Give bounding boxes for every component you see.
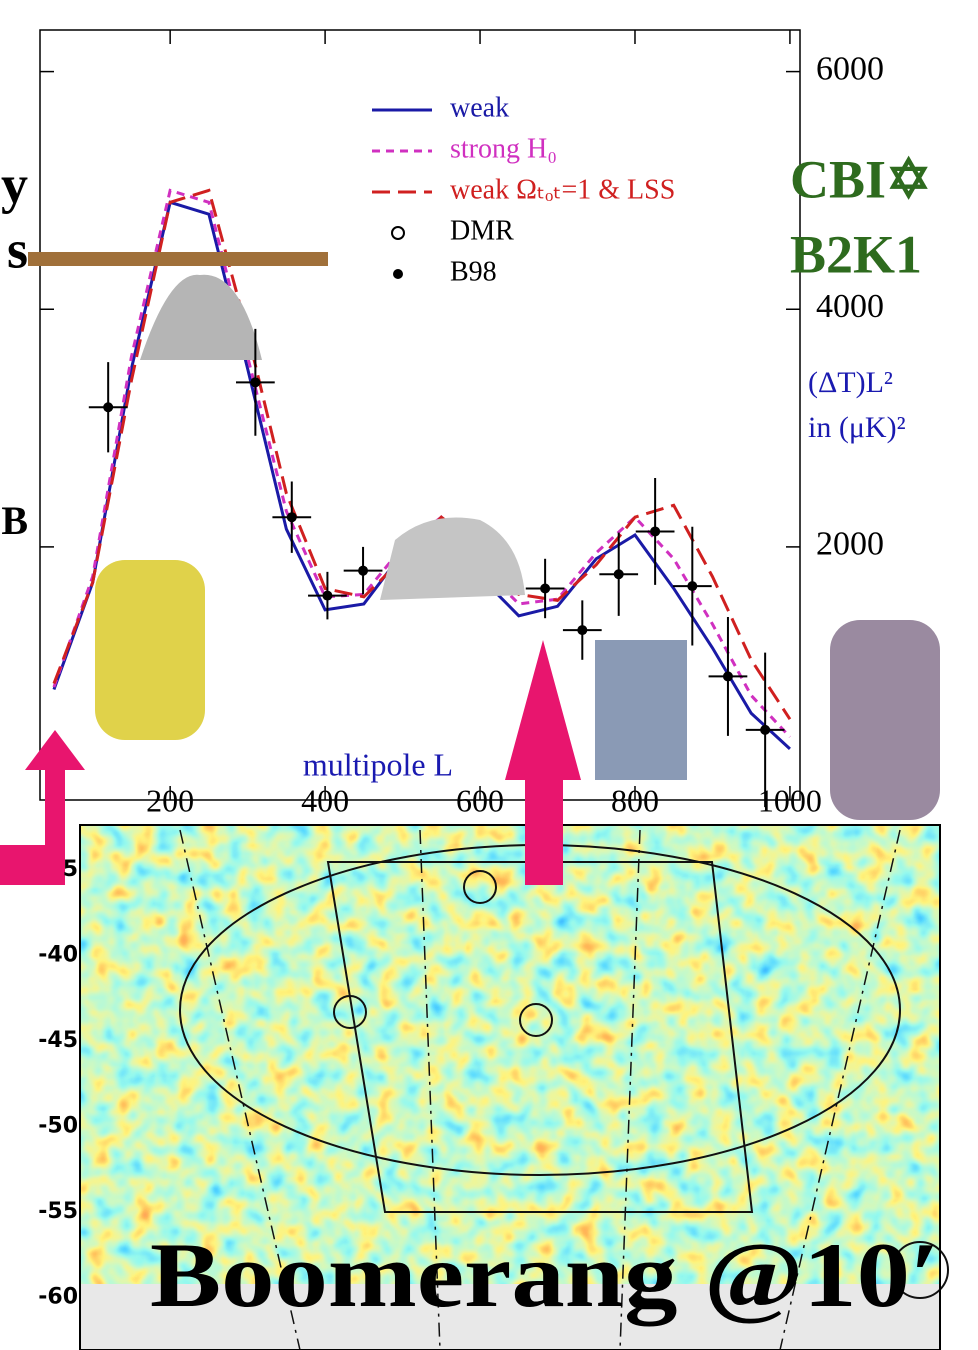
cut-off-text: B <box>1 498 28 543</box>
x-tick-label: 600 <box>456 782 504 818</box>
legend-label: B98 <box>450 256 497 287</box>
legend-marker <box>394 270 402 278</box>
data-point <box>322 591 332 601</box>
x-tick-label: 200 <box>146 782 194 818</box>
y-tick-label: 6000 <box>816 50 884 87</box>
cartoons <box>28 252 940 820</box>
mountain <box>140 275 262 360</box>
x-tick-label: 400 <box>301 782 349 818</box>
map-y-label: -45 <box>38 1028 78 1053</box>
data-point <box>540 583 550 593</box>
legend-label: weak Ωₜₒₜ=1 & LSS <box>450 174 675 205</box>
map-caption: Boomerang @10′ <box>150 1224 940 1326</box>
y-tick-label: 4000 <box>816 288 884 325</box>
data-point <box>358 566 368 576</box>
data-point <box>650 526 660 536</box>
x-axis-label: multipole L <box>303 746 453 782</box>
data-point <box>250 377 260 387</box>
map-y-label: -40 <box>38 943 78 968</box>
map-y-label: 5 <box>63 857 78 882</box>
side-label: CBI✡ <box>790 149 931 209</box>
side-label: B2K1 <box>790 224 922 284</box>
waving-figure <box>830 620 940 820</box>
map-field <box>80 825 940 1284</box>
data-point <box>760 725 770 735</box>
x-tick-label: 800 <box>611 782 659 818</box>
platform <box>28 252 328 266</box>
data-point <box>287 512 297 522</box>
y-tick-label: 2000 <box>816 526 884 563</box>
cut-off-text: s <box>7 219 28 279</box>
cut-off-text: y <box>1 154 28 214</box>
y-axis-label: in (μK)² <box>808 411 906 444</box>
x-tick-label: 1000 <box>758 782 822 818</box>
map-y-label: -55 <box>38 1199 78 1224</box>
data-point <box>687 581 697 591</box>
climber <box>95 560 205 740</box>
page: 200 400 600 800 1000 2000 4000 6000 multipole L (… <box>0 0 978 1350</box>
rocket-photo <box>595 640 687 780</box>
data-point <box>614 569 624 579</box>
data-point <box>577 625 587 635</box>
rock <box>380 518 525 601</box>
legend-label: weak <box>450 92 509 123</box>
map-y-label: -60 <box>38 1285 78 1310</box>
data-point <box>103 402 113 412</box>
data-point <box>723 671 733 681</box>
legend-label: DMR <box>450 215 514 246</box>
legend-marker <box>392 227 404 239</box>
map-y-label: -50 <box>38 1114 78 1139</box>
legend-label: strong H₀ <box>450 133 557 164</box>
y-axis-label: (ΔT)L² <box>808 366 893 399</box>
